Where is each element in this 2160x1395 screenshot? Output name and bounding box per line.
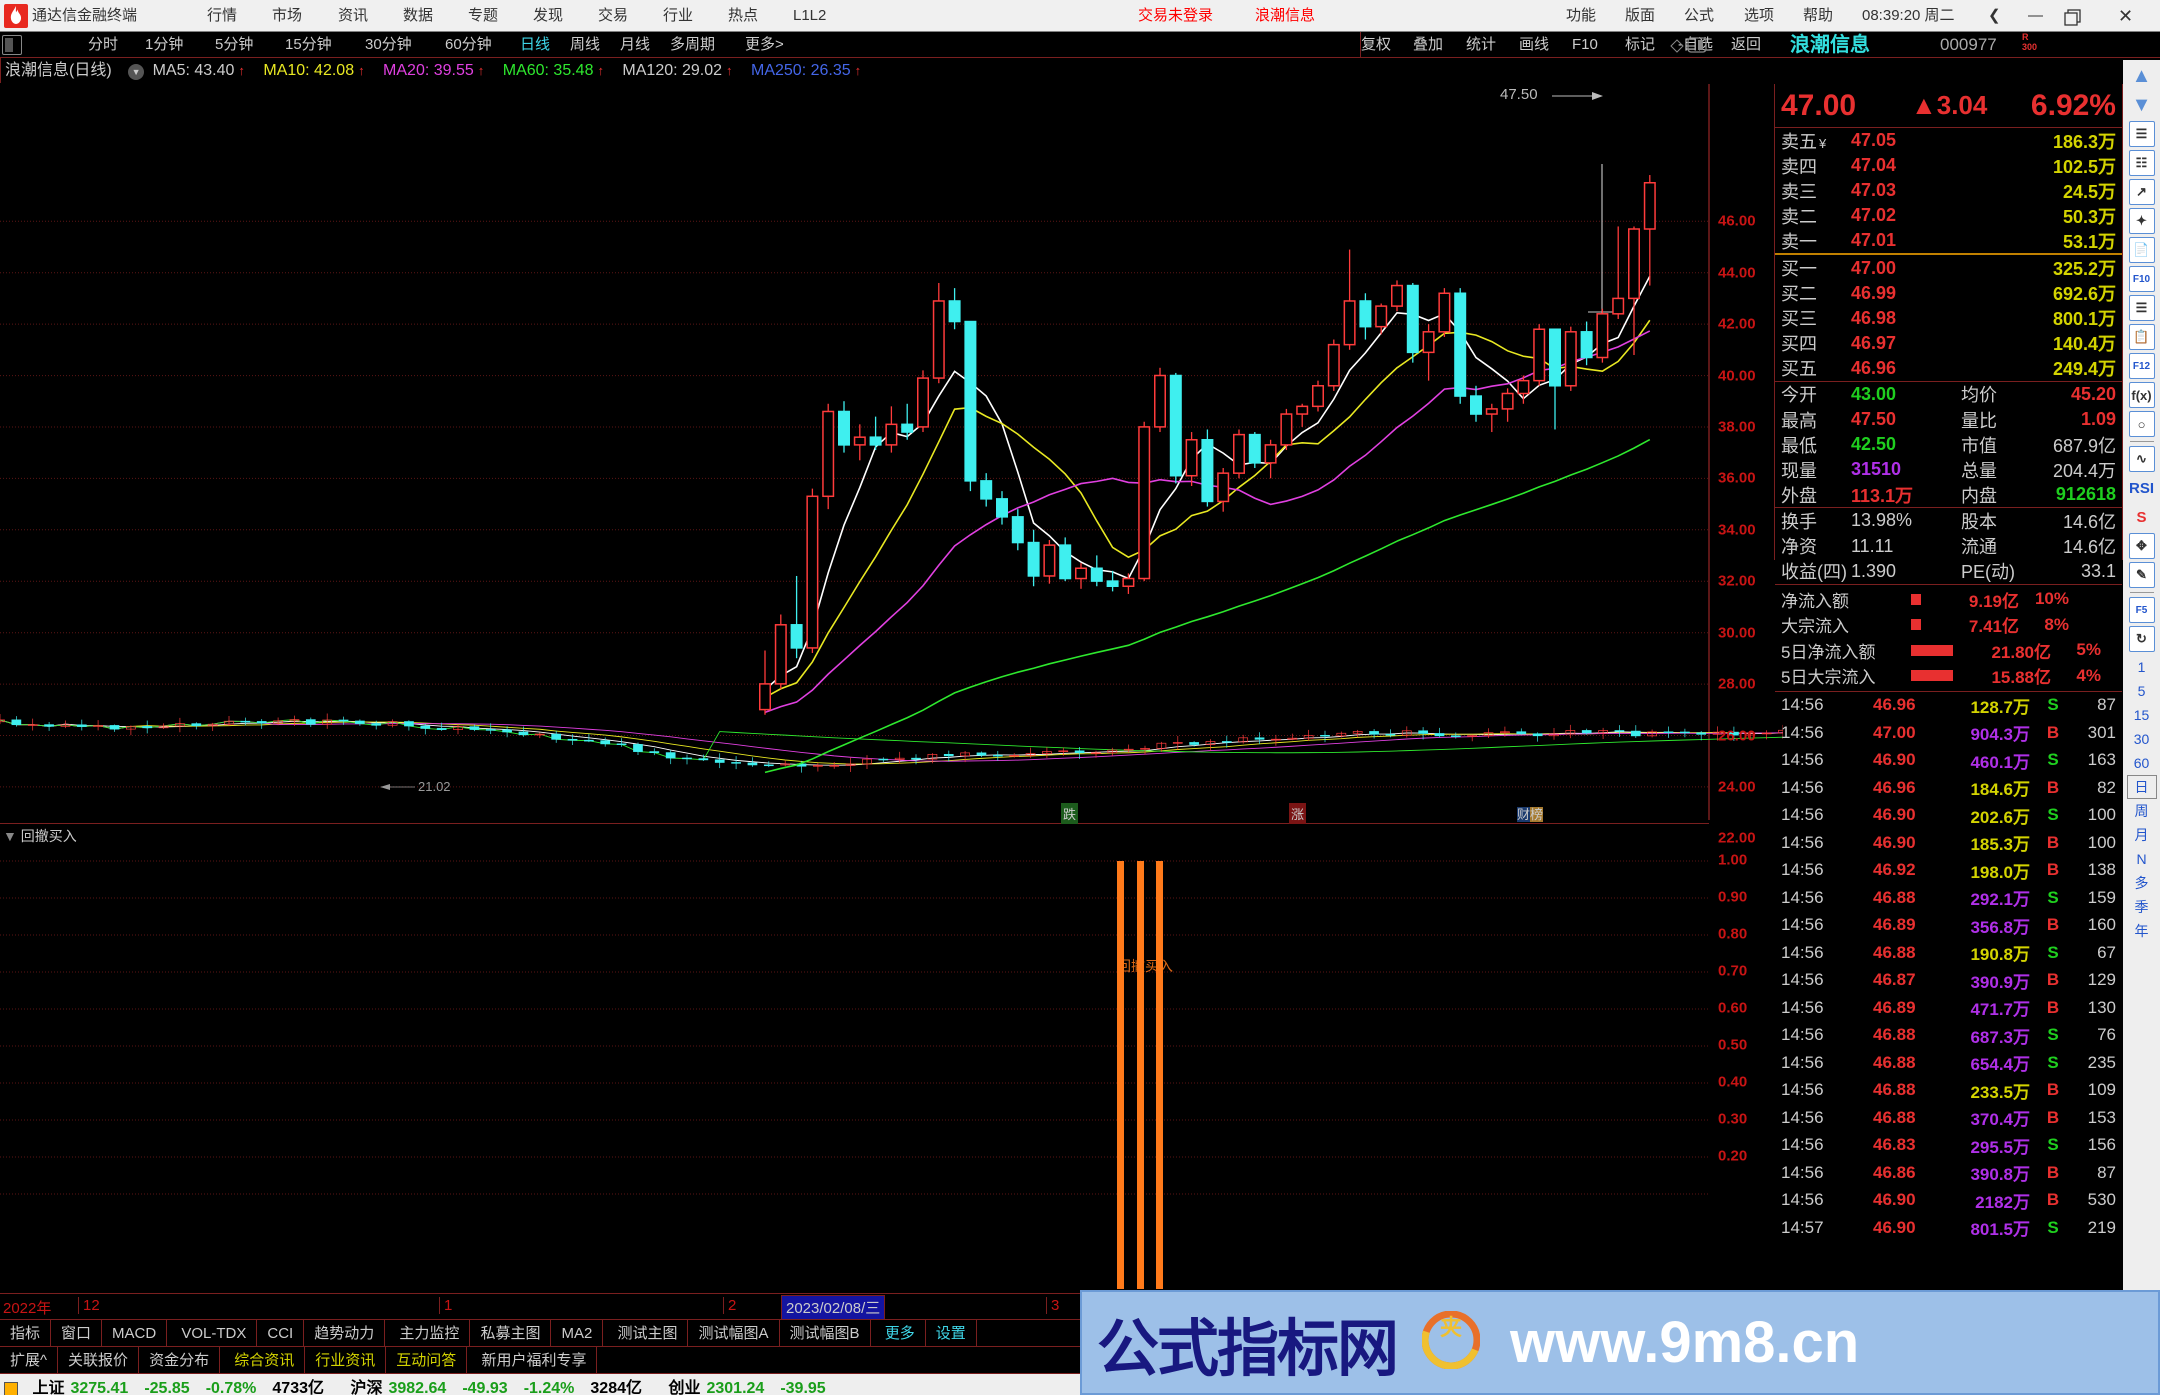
svg-text:21.02: 21.02	[418, 779, 451, 794]
svg-text:夹: 夹	[1440, 1315, 1462, 1340]
svg-text:47.50: 47.50	[1500, 86, 1538, 103]
svg-text:回撤买入: 回撤买入	[1117, 958, 1173, 974]
